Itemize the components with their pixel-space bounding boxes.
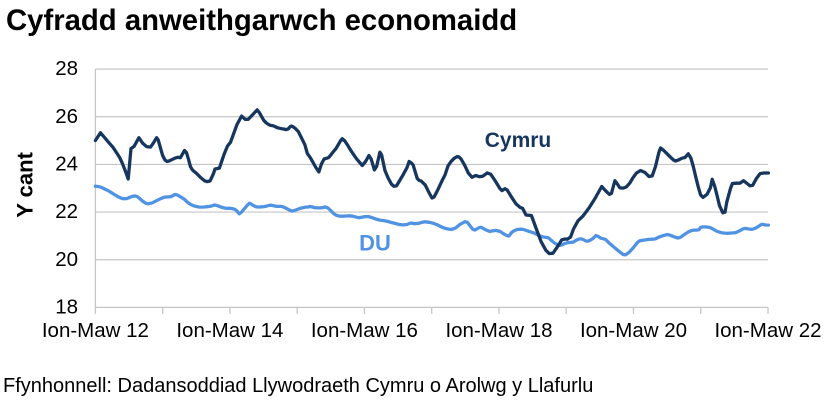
svg-text:20: 20 — [55, 248, 78, 271]
svg-text:Ion-Maw 12: Ion-Maw 12 — [42, 319, 149, 342]
svg-text:Ion-Maw 16: Ion-Maw 16 — [311, 319, 418, 342]
svg-text:24: 24 — [55, 153, 78, 176]
svg-text:Cymru: Cymru — [485, 129, 552, 152]
svg-text:18: 18 — [55, 296, 78, 319]
svg-text:Ion-Maw 14: Ion-Maw 14 — [176, 319, 283, 342]
svg-text:Ion-Maw 18: Ion-Maw 18 — [445, 319, 552, 342]
svg-text:28: 28 — [55, 57, 78, 80]
svg-text:Ion-Maw 22: Ion-Maw 22 — [714, 319, 821, 342]
svg-text:22: 22 — [55, 200, 78, 223]
svg-text:DU: DU — [359, 230, 391, 255]
svg-text:26: 26 — [55, 105, 78, 128]
svg-text:Ion-Maw 20: Ion-Maw 20 — [580, 319, 687, 342]
svg-text:Y cant: Y cant — [12, 151, 37, 217]
